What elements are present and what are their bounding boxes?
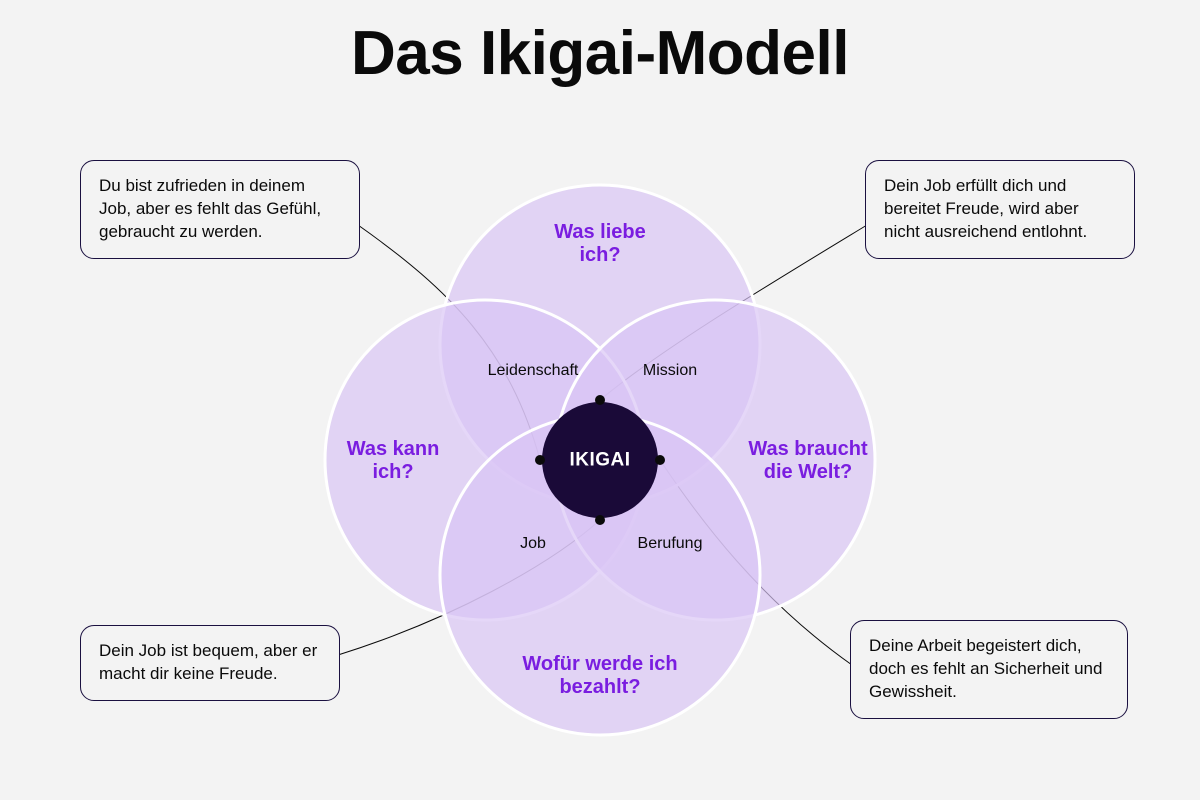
overlap-top-left: Leidenschaft: [488, 362, 579, 379]
question-right: Was brauchtdie Welt?: [748, 438, 868, 483]
anchor-dot-top: [595, 395, 605, 405]
callout-bottom-left: Dein Job ist bequem, aber er macht dir k…: [80, 625, 340, 701]
callout-top-right: Dein Job erfüllt dich und bereitet Freud…: [865, 160, 1135, 259]
overlap-bottom-right: Berufung: [638, 535, 703, 552]
anchor-dot-bottom: [595, 515, 605, 525]
overlap-top-right: Mission: [643, 362, 697, 379]
overlap-bottom-left: Job: [520, 535, 546, 552]
callout-bottom-right: Deine Arbeit begeistert dich, doch es fe…: [850, 620, 1128, 719]
callout-top-left: Du bist zufrieden in deinem Job, aber es…: [80, 160, 360, 259]
anchor-dot-left: [535, 455, 545, 465]
anchor-dot-right: [655, 455, 665, 465]
center-label: IKIGAI: [569, 450, 630, 471]
